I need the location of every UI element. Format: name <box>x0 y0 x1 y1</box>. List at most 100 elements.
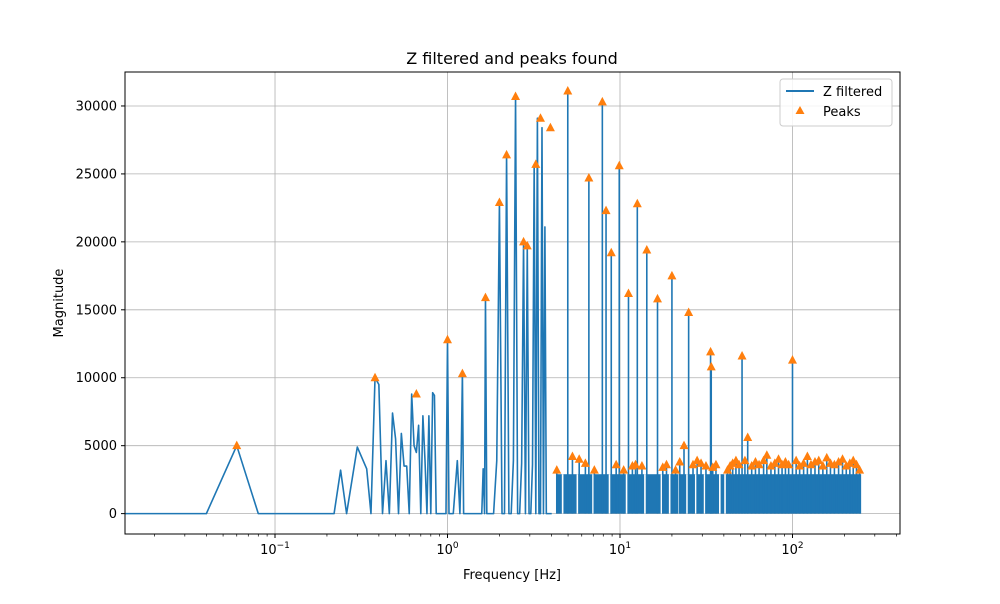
peak-marker <box>502 149 512 159</box>
peak-marker <box>653 293 663 303</box>
peak-marker <box>563 86 573 95</box>
series-line-z-filtered <box>125 95 552 515</box>
dense-band-gap <box>719 474 721 514</box>
y-axis-label: Magnitude <box>52 269 67 338</box>
peak-marker <box>480 292 490 302</box>
peak-marker <box>799 458 809 467</box>
dense-band-gap <box>608 474 611 514</box>
peak-marker <box>766 461 776 470</box>
peak-marker <box>829 459 839 469</box>
peak-marker <box>675 456 685 466</box>
peak-marker <box>787 355 797 364</box>
peak-marker <box>822 452 832 462</box>
peak-marker <box>584 172 594 182</box>
peak-marker <box>545 122 555 132</box>
peak-marker <box>852 459 862 469</box>
dense-band-gap <box>724 474 726 514</box>
y-tick-label: 5000 <box>84 439 117 454</box>
y-tick-label: 25000 <box>76 167 117 182</box>
peak-marker <box>531 159 541 168</box>
legend-swatch-marker <box>795 106 805 114</box>
peak-marker <box>232 440 242 450</box>
peak-marker <box>855 465 865 474</box>
dense-high-frequency-region <box>555 91 862 514</box>
dense-band-gap <box>668 474 671 514</box>
series-line-layer <box>125 95 552 515</box>
peak-marker <box>494 197 504 206</box>
peak-marker <box>637 461 647 470</box>
x-axis-ticks: 10−1 100 101 102 <box>154 534 897 558</box>
peak-marker <box>661 459 671 469</box>
y-tick-label: 30000 <box>76 99 117 114</box>
peak-marker <box>511 91 521 100</box>
peak-marker <box>706 361 716 371</box>
peak-marker <box>642 245 652 254</box>
peak-marker <box>597 96 607 106</box>
peak-marker <box>522 240 532 250</box>
peak-marker <box>658 462 668 471</box>
chart-title: Z filtered and peaks found <box>406 49 618 68</box>
dense-band-gap <box>592 474 594 514</box>
dense-band-gap <box>576 474 579 514</box>
peak-marker <box>601 205 611 215</box>
peak-marker <box>457 368 467 378</box>
x-tick-label: 102 <box>781 541 803 558</box>
peak-marker <box>552 465 562 474</box>
peak-marker <box>795 461 805 470</box>
plot-background <box>125 72 900 534</box>
peak-marker <box>754 459 764 469</box>
dense-band-gap <box>660 474 663 514</box>
peak-marker <box>743 432 753 442</box>
peaks-markers-layer <box>232 86 865 474</box>
dense-band-gap <box>644 474 646 514</box>
x-tick-label: 101 <box>609 541 631 558</box>
peak-marker <box>519 236 529 246</box>
peak-marker <box>631 459 641 469</box>
peak-marker <box>606 247 616 257</box>
peak-marker <box>791 455 801 465</box>
peak-marker <box>806 459 816 469</box>
x-tick-label: 100 <box>436 541 459 558</box>
legend-label-line: Z filtered <box>823 85 882 100</box>
legend: Z filtered Peaks <box>779 78 893 127</box>
peak-marker <box>834 456 844 466</box>
peak-marker <box>632 198 642 208</box>
peak-marker <box>580 458 590 467</box>
peak-marker <box>734 459 744 469</box>
x-axis-label: Frequency [Hz] <box>463 568 561 583</box>
dense-band-gap <box>694 474 697 514</box>
peak-marker <box>679 440 689 450</box>
dense-band-gap <box>686 474 688 514</box>
peak-marker <box>535 113 545 122</box>
grid <box>125 72 900 534</box>
peak-marker <box>774 454 784 463</box>
peak-marker <box>737 350 747 360</box>
peak-marker <box>667 270 677 280</box>
peak-marker <box>619 465 629 474</box>
peak-marker <box>818 461 828 470</box>
peak-marker <box>696 458 706 467</box>
peak-marker <box>684 307 694 317</box>
dense-band-gap <box>625 474 628 514</box>
peak-marker <box>759 455 769 465</box>
peak-marker <box>574 454 584 463</box>
legend-label-peaks: Peaks <box>823 105 861 120</box>
y-tick-label: 20000 <box>76 235 117 250</box>
peak-marker <box>623 288 633 297</box>
peak-marker <box>701 461 711 470</box>
peak-marker <box>784 459 794 469</box>
peak-marker <box>370 372 380 382</box>
plot-frame <box>124 71 901 535</box>
peak-marker <box>802 451 812 461</box>
peak-marker <box>762 450 772 459</box>
dense-band-gap <box>703 474 706 514</box>
y-tick-label: 0 <box>109 507 117 522</box>
peak-marker <box>671 465 681 474</box>
peak-marker <box>411 389 421 398</box>
peak-marker <box>814 455 824 465</box>
peak-marker <box>740 455 750 465</box>
peak-marker <box>443 334 453 344</box>
peak-marker <box>589 465 599 474</box>
